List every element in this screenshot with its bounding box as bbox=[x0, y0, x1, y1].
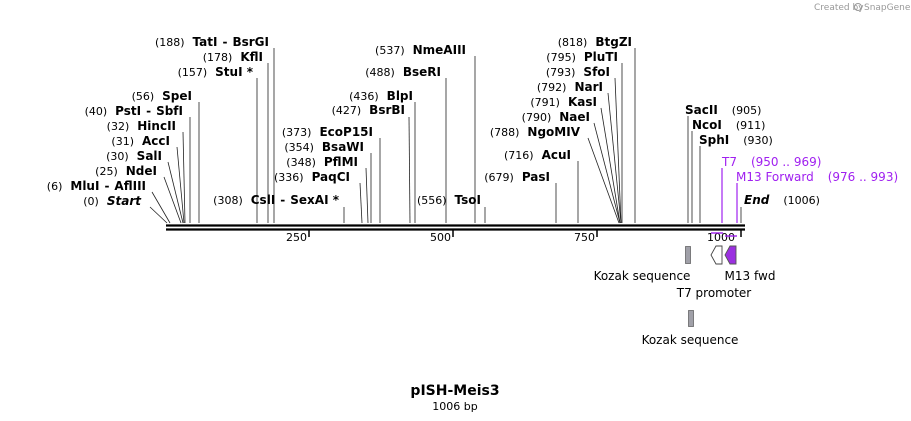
enzyme-label-sphi[interactable]: SphI (930) bbox=[699, 133, 773, 147]
enzyme-label-ecop15i[interactable]: (373) EcoP15I bbox=[282, 125, 373, 139]
enzyme-labels-right: (818) BtgZI (795) PluTI (793) SfoI (792) Nar… bbox=[484, 35, 632, 184]
cut-line bbox=[149, 206, 168, 224]
cut-line bbox=[408, 116, 411, 224]
enzyme-label-blpi[interactable]: (436) BlpI bbox=[349, 89, 413, 103]
end-label: End (1006) bbox=[744, 193, 820, 207]
enzyme-label-psti[interactable]: (40) PstI - SbfI bbox=[85, 104, 183, 118]
primer-label-t7[interactable]: T7 (950 .. 969) bbox=[721, 155, 821, 169]
backbone bbox=[166, 224, 745, 231]
enzyme-label-tati[interactable]: (188) TatI - BsrGI bbox=[155, 35, 269, 49]
credit-brand: SnapGene bbox=[864, 3, 911, 13]
feature-label-kozak: Kozak sequence bbox=[594, 269, 691, 283]
scale-ticks: 250 500 750 1000 bbox=[286, 229, 742, 244]
cut-line bbox=[614, 77, 622, 224]
enzyme-label-ngomiv[interactable]: (788) NgoMIV bbox=[490, 125, 581, 139]
tick-label: 1000 bbox=[707, 231, 735, 244]
start-label: (0) Start bbox=[83, 194, 142, 208]
enzyme-label-kfli[interactable]: (178) KflI bbox=[203, 50, 263, 64]
enzyme-labels-left: (188) TatI - BsrGI (178) KflI (157) StuI * (5… bbox=[47, 35, 269, 208]
credit-text: Created by bbox=[814, 3, 864, 13]
feature-kozak-sequence-2[interactable] bbox=[688, 310, 694, 327]
enzyme-labels-middle: (308) CslI - SexAI * (373) EcoP15I (354) BsaW… bbox=[213, 43, 481, 207]
enzyme-label-acui[interactable]: (716) AcuI bbox=[504, 148, 571, 162]
plasmid-length: 1006 bp bbox=[432, 400, 477, 413]
tick-label: 250 bbox=[286, 231, 307, 244]
cut-site-lines bbox=[149, 48, 742, 224]
tick-label: 500 bbox=[430, 231, 451, 244]
enzyme-label-ncoi[interactable]: NcoI (911) bbox=[692, 118, 765, 132]
cut-line bbox=[176, 146, 185, 224]
enzyme-label-sali[interactable]: (30) SalI bbox=[106, 149, 162, 163]
enzyme-label-sacii[interactable]: SacII (905) bbox=[685, 103, 761, 117]
cut-line bbox=[600, 107, 621, 224]
cut-line bbox=[593, 122, 621, 224]
feature-m13-fwd-arrow[interactable] bbox=[724, 245, 737, 265]
enzyme-label-nmeaiii[interactable]: (537) NmeAIII bbox=[375, 43, 466, 57]
cut-line bbox=[365, 167, 369, 224]
enzyme-label-bsawi[interactable]: (354) BsaWI bbox=[284, 140, 364, 154]
feature-t7-promoter-arrow[interactable] bbox=[710, 245, 723, 265]
feature-label-kozak-2: Kozak sequence bbox=[642, 333, 739, 347]
enzyme-label-csli[interactable]: (308) CslI - SexAI * bbox=[213, 193, 340, 207]
enzyme-label-btgzi[interactable]: (818) BtgZI bbox=[558, 35, 632, 49]
enzyme-label-pflmi[interactable]: (348) PflMI bbox=[286, 155, 358, 169]
enzyme-label-paqci[interactable]: (336) PaqCI bbox=[274, 170, 350, 184]
plasmid-title: pISH-Meis3 bbox=[410, 383, 499, 399]
primer-label-m13-forward[interactable]: M13 Forward (976 .. 993) bbox=[736, 170, 898, 184]
snapgene-logo-icon bbox=[854, 3, 862, 11]
enzyme-label-bsrbi[interactable]: (427) BsrBI bbox=[332, 103, 405, 117]
tick-label: 750 bbox=[574, 231, 595, 244]
enzyme-label-nari[interactable]: (792) NarI bbox=[537, 80, 603, 94]
enzyme-label-stui[interactable]: (157) StuI * bbox=[178, 65, 254, 79]
cut-line bbox=[163, 176, 182, 224]
enzyme-label-bseri[interactable]: (488) BseRI bbox=[365, 65, 441, 79]
cut-line bbox=[182, 131, 186, 224]
enzyme-label-spei[interactable]: (56) SpeI bbox=[132, 89, 192, 103]
primers: T7 (950 .. 969) M13 Forward (976 .. 993) bbox=[711, 155, 898, 237]
enzyme-labels-far-right: SacII (905) NcoI (911) SphI (930) End (1006) bbox=[685, 103, 820, 207]
cut-line bbox=[587, 137, 620, 224]
enzyme-label-kasi[interactable]: (791) KasI bbox=[530, 95, 597, 109]
enzyme-label-mlui[interactable]: (6) MluI - AflIII bbox=[47, 179, 146, 193]
enzyme-label-naei[interactable]: (790) NaeI bbox=[522, 110, 590, 124]
enzyme-label-ndei[interactable]: (25) NdeI bbox=[95, 164, 157, 178]
enzyme-label-pluti[interactable]: (795) PluTI bbox=[546, 50, 618, 64]
features: Kozak sequence T7 promoter M13 fwd Kozak… bbox=[594, 245, 776, 347]
cut-line bbox=[359, 182, 363, 224]
feature-kozak-sequence[interactable] bbox=[685, 246, 691, 264]
enzyme-label-hincii[interactable]: (32) HincII bbox=[107, 119, 176, 133]
enzyme-label-tsoi[interactable]: (556) TsoI bbox=[417, 193, 481, 207]
feature-label-m13-fwd: M13 fwd bbox=[725, 269, 776, 283]
cut-line bbox=[151, 191, 171, 224]
feature-label-t7-promoter: T7 promoter bbox=[676, 286, 752, 300]
enzyme-label-acci[interactable]: (31) AccI bbox=[111, 134, 170, 148]
enzyme-label-pasi[interactable]: (679) PasI bbox=[484, 170, 550, 184]
cut-line bbox=[607, 92, 622, 224]
cut-line bbox=[167, 161, 184, 224]
enzyme-label-sfoi[interactable]: (793) SfoI bbox=[546, 65, 610, 79]
